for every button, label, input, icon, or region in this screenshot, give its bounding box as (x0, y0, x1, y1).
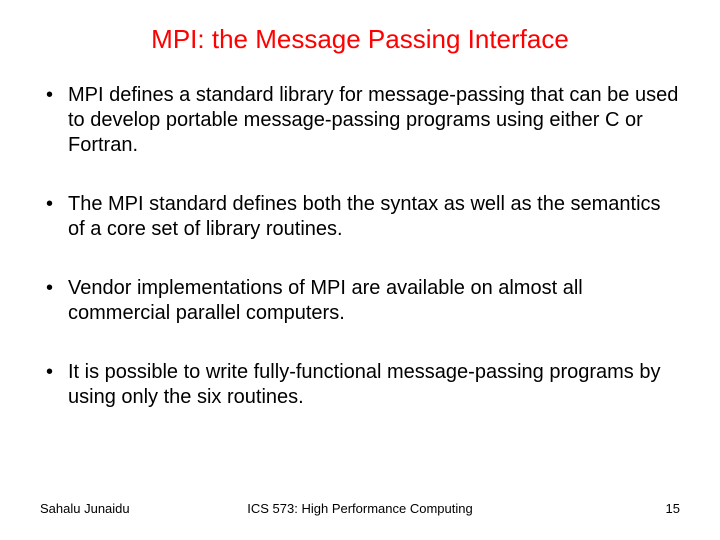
footer-course: ICS 573: High Performance Computing (247, 501, 472, 516)
slide: MPI: the Message Passing Interface MPI d… (0, 0, 720, 540)
slide-title: MPI: the Message Passing Interface (40, 24, 680, 55)
bullet-list: MPI defines a standard library for messa… (40, 83, 680, 410)
bullet-item: Vendor implementations of MPI are availa… (40, 276, 680, 326)
bullet-item: It is possible to write fully-functional… (40, 360, 680, 410)
footer-author: Sahalu Junaidu (40, 501, 130, 516)
bullet-item: The MPI standard defines both the syntax… (40, 192, 680, 242)
footer-page-number: 15 (666, 501, 680, 516)
bullet-item: MPI defines a standard library for messa… (40, 83, 680, 158)
slide-footer: Sahalu Junaidu ICS 573: High Performance… (0, 501, 720, 516)
